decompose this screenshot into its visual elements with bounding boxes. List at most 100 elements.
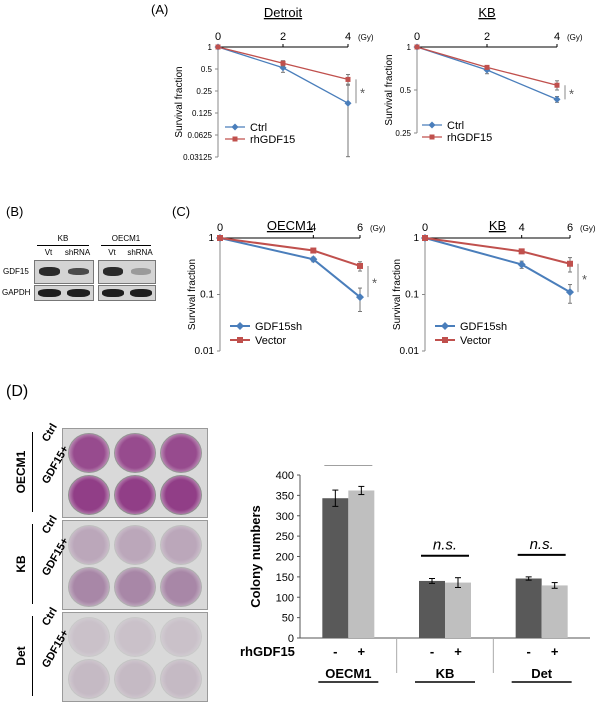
legend-label-ctrl: Ctrl xyxy=(250,122,267,134)
series-line-vector xyxy=(424,237,571,265)
y-tick-label: 400 xyxy=(276,470,294,482)
data-point-ctrl xyxy=(344,99,352,107)
y-tick-label: 0.03125 xyxy=(183,153,212,162)
legend-label-vector: Vector xyxy=(255,335,287,347)
bar-kb-plus xyxy=(445,582,471,638)
blot-band xyxy=(102,289,124,297)
y-tick-label: 100 xyxy=(276,592,294,604)
plate-well xyxy=(114,525,156,565)
x-tick-label: 6 xyxy=(567,222,573,234)
legend-marker xyxy=(232,136,238,142)
blot-band xyxy=(39,267,60,276)
y-tick-label: 250 xyxy=(276,531,294,543)
legend-marker xyxy=(441,322,449,330)
condition-label: - xyxy=(526,644,530,659)
chart-title: OECM1 xyxy=(267,218,313,233)
plate-well xyxy=(114,659,156,699)
x-tick-label: 2 xyxy=(280,31,286,43)
group-label-oecm1: OECM1 xyxy=(325,666,371,681)
blot-band xyxy=(103,267,123,276)
ns-label: n.s. xyxy=(530,536,554,553)
y-tick-label: 200 xyxy=(276,552,294,564)
y-tick-label: 0 xyxy=(288,633,294,645)
x-tick-label: 4 xyxy=(519,222,525,234)
group-label-kb: KB xyxy=(436,666,455,681)
condition-label: + xyxy=(551,644,559,659)
chart-title: KB xyxy=(489,218,506,233)
ns-label: n.s. xyxy=(433,537,457,554)
panel-label-b: (B) xyxy=(6,204,24,219)
blot-band xyxy=(130,289,152,297)
x-tick-label: 0 xyxy=(217,222,223,234)
y-axis-label: Survival fraction xyxy=(384,54,395,125)
plate-oecm1 xyxy=(62,428,208,518)
plate-well xyxy=(160,617,202,657)
y-tick-label: 150 xyxy=(276,572,294,584)
y-tick-label: 0.125 xyxy=(192,109,213,118)
x-unit-label: (Gy) xyxy=(370,224,386,233)
plate-well xyxy=(160,567,202,607)
plate-well xyxy=(68,617,110,657)
plate-cell-label-oecm1: OECM1 xyxy=(14,450,28,494)
plate-well xyxy=(160,475,202,515)
y-tick-label: 0.1 xyxy=(200,290,214,301)
legend-label-ctrl: Ctrl xyxy=(447,120,464,132)
plate-cell-label-kb: KB xyxy=(14,555,28,573)
plate-cell-label-det: Det xyxy=(14,646,28,666)
plate-bracket xyxy=(32,432,33,512)
data-point-rhgdf15 xyxy=(280,60,286,66)
data-point-rhgdf15 xyxy=(484,64,490,70)
blot-band xyxy=(131,268,151,275)
bar-oecm1-plus xyxy=(348,490,375,638)
plate-well xyxy=(68,525,110,565)
data-point-vector xyxy=(217,235,223,241)
x-tick-label: 4 xyxy=(310,222,316,234)
blot-band xyxy=(68,268,89,275)
x-unit-label: (Gy) xyxy=(580,224,596,233)
data-point-vector xyxy=(310,247,317,254)
y-tick-label: 0.01 xyxy=(400,346,420,357)
y-tick-label: 50 xyxy=(282,613,294,625)
y-tick-label: 300 xyxy=(276,511,294,523)
plate-well xyxy=(68,433,110,473)
plate-well xyxy=(114,433,156,473)
bar-oecm1-minus xyxy=(322,498,349,638)
data-point-vector xyxy=(422,235,428,241)
blot-group-label-kb: KB xyxy=(57,234,69,243)
bar-det-minus xyxy=(515,578,542,638)
legend-label-gdf15sh: GDF15sh xyxy=(460,321,507,333)
blot-row-gdf15 xyxy=(98,260,156,284)
condition-label: - xyxy=(333,644,337,659)
x-tick-label: 4 xyxy=(345,31,351,43)
plate-bracket xyxy=(32,616,33,696)
y-tick-label: 1 xyxy=(208,43,213,52)
group-label-det: Det xyxy=(531,666,553,681)
plate-well xyxy=(68,567,110,607)
significance-star: * xyxy=(569,86,574,101)
blot-group-label-oecm1: OECM1 xyxy=(111,234,141,243)
x-unit-label: (Gy) xyxy=(358,33,374,42)
data-point-vector xyxy=(518,248,525,255)
western-blot: KB Vt shRNA OECM1 Vt shRNA GDF15 GAPDH xyxy=(0,230,170,310)
legend-marker xyxy=(236,322,244,330)
y-tick-label: 350 xyxy=(276,490,294,502)
y-tick-label: 0.5 xyxy=(400,86,412,95)
blot-row-gdf15 xyxy=(34,260,94,284)
y-axis-label: Colony numbers xyxy=(248,505,263,608)
condition-label: - xyxy=(430,644,434,659)
blot-lane-label: Vt xyxy=(44,248,53,257)
data-point-ctrl xyxy=(553,95,561,103)
chart-title: KB xyxy=(478,5,495,20)
blot-lane-label: Vt xyxy=(108,248,116,257)
legend-label-rhgdf15: rhGDF15 xyxy=(250,134,295,146)
y-axis-label: Survival fraction xyxy=(392,259,403,330)
chart-title: Detroit xyxy=(264,5,303,20)
y-tick-label: 1 xyxy=(413,233,419,244)
y-tick-label: 0.25 xyxy=(395,129,411,138)
x-tick-label: 0 xyxy=(422,222,428,234)
data-point-rhgdf15 xyxy=(554,82,560,88)
blot-band xyxy=(38,289,61,297)
data-point-rhgdf15 xyxy=(215,44,221,50)
blot-row-label-gapdh: GAPDH xyxy=(2,288,31,297)
x-tick-label: 2 xyxy=(484,31,490,43)
